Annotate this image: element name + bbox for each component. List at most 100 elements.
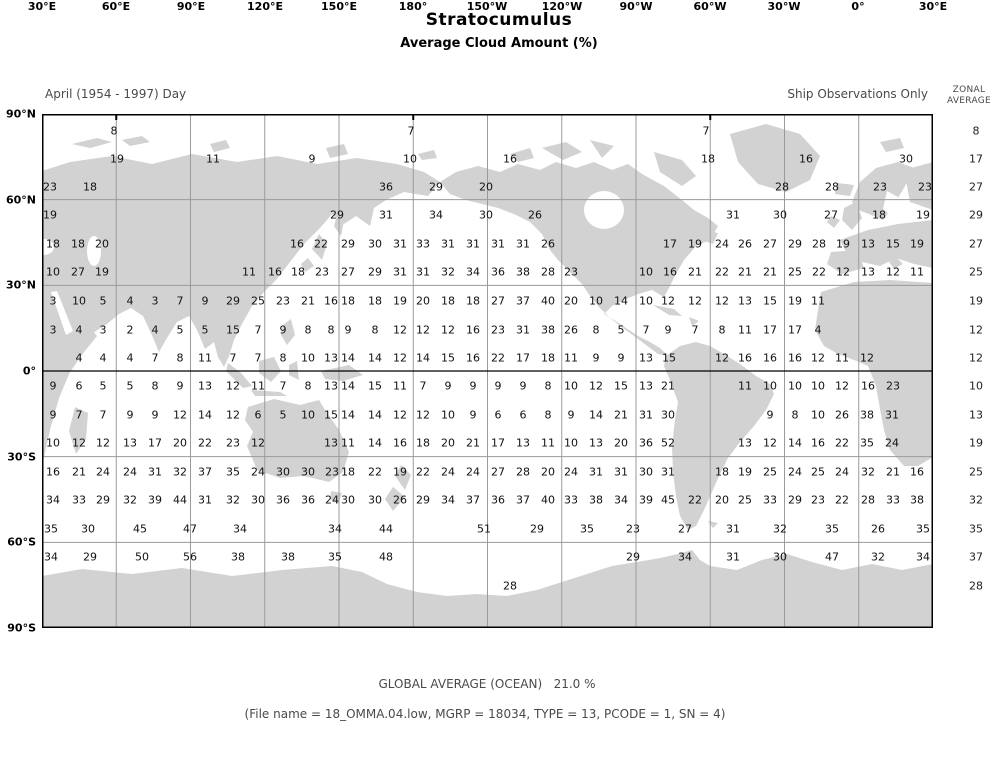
cloud-amount-value: 12 [836,265,850,279]
cloud-amount-value: 38 [589,493,603,507]
cloud-amount-value: 16 [861,379,875,393]
water-baltic-sea [883,191,898,216]
cloud-amount-value: 22 [416,465,430,479]
lon-tick-label: 90°E [176,0,206,13]
cloud-amount-value: 4 [126,351,134,365]
cloud-amount-value: 15 [763,294,777,308]
cloud-amount-value: 18 [341,465,355,479]
cloud-amount-value: 30 [899,152,913,166]
cloud-amount-value: 30 [773,208,787,222]
cloud-amount-value: 13 [738,294,752,308]
cloud-amount-value: 10 [301,351,315,365]
cloud-amount-value: 16 [799,152,813,166]
cloud-amount-value: 11 [835,351,849,365]
landmass-japan [312,234,327,260]
cloud-amount-value: 32 [123,493,137,507]
cloud-amount-value: 4 [126,294,134,308]
cloud-amount-value: 20 [173,436,187,450]
page-title: Stratocumulus [425,10,573,30]
cloud-amount-value: 30 [479,208,493,222]
cloud-amount-value: 20 [416,294,430,308]
cloud-amount-value: 29 [788,237,802,251]
cloud-amount-value: 29 [96,493,110,507]
cloud-amount-value: 12 [226,408,240,422]
cloud-amount-value: 34 [233,522,247,536]
landmass-ireland [827,216,840,228]
cloud-amount-value: 5 [176,323,184,337]
cloud-amount-value: 6 [494,408,502,422]
cloud-amount-value: 10 [763,379,777,393]
cloud-amount-value: 34 [614,493,628,507]
lon-tick-label: 30°E [918,0,948,13]
cloud-amount-value: 28 [775,180,789,194]
cloud-amount-value: 12 [763,436,777,450]
cloud-amount-value: 15 [662,351,676,365]
cloud-amount-value: 20 [564,294,578,308]
cloud-amount-value: 28 [516,465,530,479]
cloud-amount-value: 35 [825,522,839,536]
cloud-amount-value: 36 [276,493,290,507]
landmass-australia [245,399,349,482]
cloud-amount-value: 12 [393,323,407,337]
cloud-amount-value: 13 [639,379,653,393]
cloud-amount-value: 18 [701,152,715,166]
cloud-amount-value: 28 [503,579,517,593]
cloud-amount-value: 34 [44,550,58,564]
cloud-amount-value: 22 [835,436,849,450]
cloud-amount-value: 6 [519,408,527,422]
cloud-amount-value: 24 [788,465,802,479]
cloud-amount-value: 7 [419,379,427,393]
cloud-amount-value: 27 [341,265,355,279]
cloud-amount-value: 44 [379,522,393,536]
cloud-amount-value: 29 [530,522,544,536]
cloud-amount-value: 30 [341,493,355,507]
cloud-amount-value: 7 [75,408,83,422]
cloud-amount-value: 15 [441,351,455,365]
cloud-amount-value: 14 [614,294,628,308]
cloud-amount-value: 24 [466,465,480,479]
cloud-amount-value: 31 [148,465,162,479]
cloud-amount-value: 16 [466,323,480,337]
cloud-amount-value: 12 [811,351,825,365]
cloud-amount-value: 8 [791,408,799,422]
cloud-amount-value: 38 [860,408,874,422]
cloud-amount-value: 31 [726,522,740,536]
cloud-amount-value: 19 [788,294,802,308]
lon-tick-label: 30°E [27,0,57,13]
cloud-amount-value: 19 [688,237,702,251]
cloud-amount-value: 9 [49,379,57,393]
cloud-amount-value: 24 [715,237,729,251]
cloud-amount-value: 16 [46,465,60,479]
cloud-amount-value: 24 [885,436,899,450]
cloud-amount-value: 7 [691,323,699,337]
zonal-average-value: 27 [969,237,983,251]
cloud-amount-value: 9 [444,379,452,393]
cloud-amount-value: 28 [541,265,555,279]
cloud-amount-value: 26 [393,493,407,507]
cloud-amount-value: 20 [441,436,455,450]
cloud-amount-value: 10 [589,294,603,308]
cloud-amount-value: 19 [916,208,930,222]
cloud-amount-value: 14 [416,351,430,365]
cloud-amount-value: 12 [72,436,86,450]
cloud-amount-value: 32 [861,465,875,479]
zonal-average-value: 37 [969,550,983,564]
file-info-label: (File name = 18_OMMA.04.low, MGRP = 1803… [244,707,726,721]
cloud-amount-value: 39 [639,493,653,507]
cloud-amount-value: 7 [702,124,710,138]
landmass-franz-josef [122,136,150,146]
cloud-amount-value: 35 [44,522,58,536]
cloud-amount-value: 10 [46,436,60,450]
cloud-amount-value: 25 [788,265,802,279]
cloud-amount-value: 12 [226,379,240,393]
cloud-amount-value: 30 [773,550,787,564]
cloud-amount-value: 30 [368,493,382,507]
cloud-amount-value: 12 [661,294,675,308]
cloud-amount-value: 13 [861,237,875,251]
lat-tick-label: 60°S [7,535,36,549]
cloud-amount-value: 37 [516,294,530,308]
cloud-amount-value: 19 [95,265,109,279]
cloud-amount-value: 38 [910,493,924,507]
cloud-amount-value: 31 [379,208,393,222]
cloud-amount-value: 10 [639,265,653,279]
